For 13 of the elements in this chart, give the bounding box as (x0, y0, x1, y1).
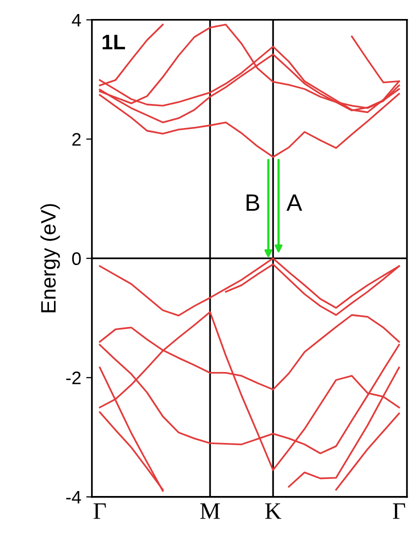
y-axis-title: Energy (eV) (40, 204, 60, 312)
y-tick-label: 0 (72, 252, 81, 266)
x-tick-label: M (200, 503, 220, 519)
x-tick-label: Γ (94, 503, 106, 519)
y-tick-label: -4 (66, 490, 81, 504)
y-tick-label: -2 (66, 372, 81, 384)
annotation: 1L (102, 34, 126, 50)
annotation: A (286, 194, 302, 211)
x-tick-label: Γ (392, 503, 406, 519)
y-tick-label: 4 (72, 14, 81, 26)
x-tick-label: K (265, 503, 282, 519)
y-tick-label: 2 (72, 133, 81, 146)
annotation: B (246, 194, 260, 211)
